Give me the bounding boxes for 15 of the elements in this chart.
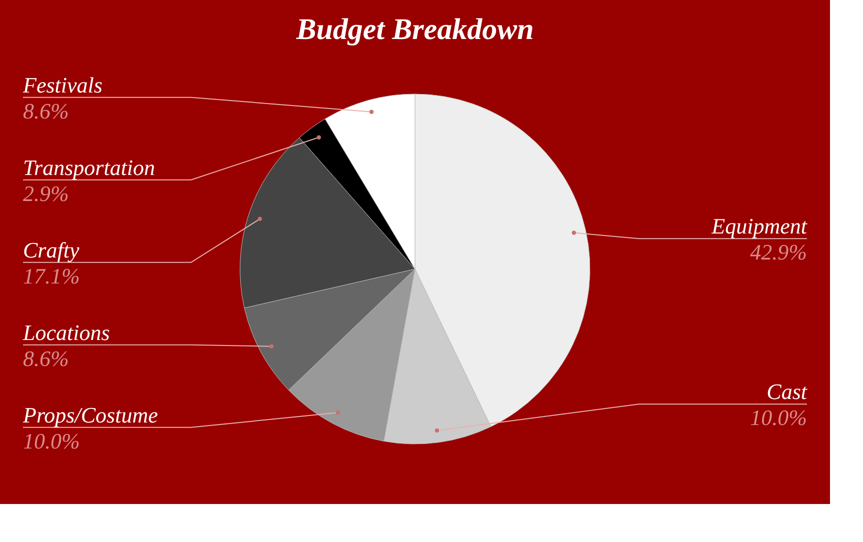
slice-label: Festivals: [22, 72, 102, 98]
data-label: 42.9%: [750, 240, 807, 265]
slice-label: Crafty: [23, 237, 80, 262]
data-label: 10.0%: [23, 428, 80, 454]
slice-label: Locations: [22, 320, 110, 345]
data-label: 10.0%: [750, 405, 807, 430]
slice-label: Equipment: [710, 214, 808, 239]
slice-label: Cast: [766, 379, 808, 404]
data-label: 2.9%: [23, 180, 69, 206]
chart-title: Budget Breakdown: [295, 13, 534, 46]
data-label: 8.6%: [23, 98, 69, 124]
data-label: 17.1%: [23, 263, 80, 288]
slice-label: Transportation: [23, 154, 156, 180]
slice-label: Props/Costume: [22, 402, 158, 428]
data-label: 8.6%: [23, 346, 69, 371]
